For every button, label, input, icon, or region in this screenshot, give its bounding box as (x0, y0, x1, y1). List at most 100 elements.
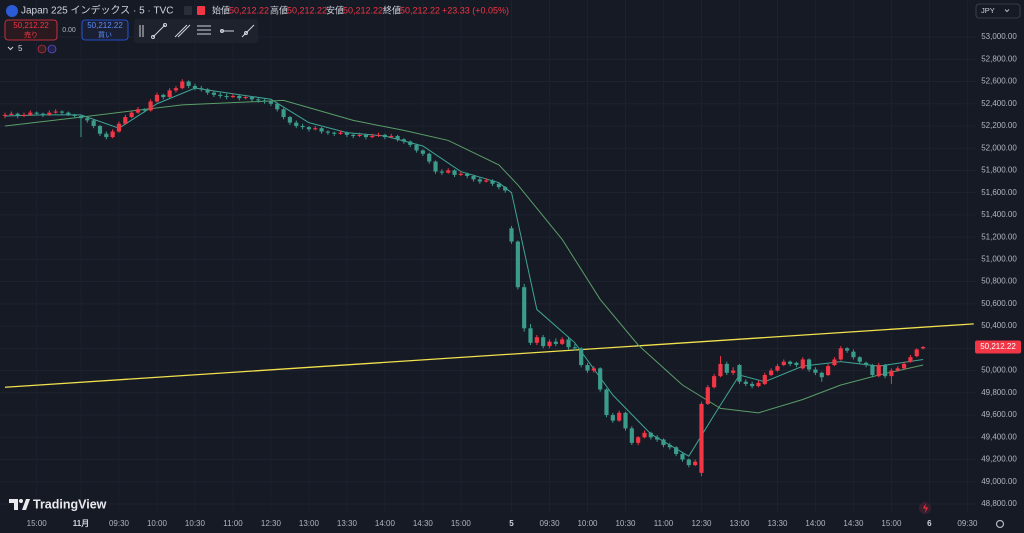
candle-body (775, 366, 780, 371)
candle-body (901, 363, 907, 369)
candle-body (148, 101, 153, 111)
indicator-icon[interactable] (47, 44, 57, 54)
candle-body (205, 89, 210, 93)
candle-body (357, 134, 362, 136)
candle-body (129, 112, 134, 118)
sell-label: 売り (24, 30, 38, 39)
x-tick-label: 15:00 (451, 519, 472, 528)
candle-body (484, 180, 489, 182)
brand-logo (9, 499, 30, 510)
x-tick-label: 09:30 (540, 519, 561, 528)
candle-body (167, 90, 172, 98)
candle-body (781, 361, 786, 366)
candle-body (237, 95, 242, 99)
y-tick-label: 49,200.00 (981, 455, 1017, 464)
candle-body (718, 363, 723, 377)
plot (0, 0, 975, 513)
buy-button[interactable] (81, 19, 129, 41)
candle-body (104, 133, 109, 138)
spread: 0.00 (62, 27, 76, 34)
y-tick-label: 48,800.00 (981, 499, 1017, 508)
y-tick-label: 51,600.00 (981, 188, 1017, 197)
sell-button[interactable] (4, 19, 58, 41)
candle-body (262, 100, 267, 102)
candle-body (908, 357, 913, 362)
candle-body (522, 287, 527, 329)
icon (184, 6, 192, 15)
x-tick-label: 14:00 (375, 519, 396, 528)
ohlc-label: 高値 (270, 4, 288, 15)
moving-average (4, 87, 924, 457)
moving-average (4, 99, 924, 414)
candle-body (490, 180, 495, 184)
candle-body (883, 365, 888, 377)
x-tick-label: 10:30 (185, 519, 206, 528)
candle-body (123, 117, 128, 124)
candle-body (161, 94, 166, 98)
symbol-icon (6, 5, 18, 17)
brand: TradingView (33, 497, 107, 511)
candle-body (281, 109, 286, 118)
candle-body (363, 134, 368, 138)
candle-body (34, 112, 39, 114)
candle-body (306, 127, 312, 130)
candle-body (857, 357, 862, 362)
candle-body (579, 348, 584, 366)
x-tick-label: 13:30 (767, 519, 788, 528)
candle-body (813, 369, 818, 373)
x-tick-label: 11:00 (223, 519, 243, 528)
candle-body (28, 112, 33, 115)
x-tick-label: 15:00 (881, 519, 902, 528)
candle-body (439, 171, 444, 173)
candle-body (59, 111, 65, 113)
collapse-icon[interactable] (7, 46, 14, 51)
candle-body (218, 94, 223, 96)
candle-body (15, 113, 20, 116)
candle-body (845, 348, 850, 351)
x-tick-label: 14:30 (843, 519, 864, 528)
x-tick-label: 14:00 (805, 519, 826, 528)
currency-button[interactable] (975, 3, 1021, 19)
candle-body (541, 337, 546, 347)
x-tick-label: 15:00 (27, 519, 48, 528)
candle-body (737, 365, 742, 382)
ohlc-value: 50,212.22 (287, 5, 327, 15)
candle-body (395, 135, 400, 140)
candle-body (351, 134, 356, 136)
candle-body (648, 432, 653, 438)
candle-body (268, 101, 274, 104)
icon[interactable] (197, 6, 205, 15)
settings-icon[interactable] (995, 519, 1005, 529)
x-tick-label: 13:00 (729, 519, 750, 528)
y-tick-label: 52,400.00 (981, 99, 1017, 108)
candle-body (376, 134, 381, 136)
candle-body (534, 337, 539, 343)
candle-body (401, 139, 406, 142)
candle-body (667, 445, 672, 448)
y-tick-label: 50,400.00 (981, 321, 1017, 330)
indicator-icon[interactable] (37, 44, 47, 54)
candle-body (173, 88, 179, 91)
ohlc-value: 50,212.22 (400, 5, 440, 15)
candle-body (553, 341, 558, 344)
candle-body (731, 370, 736, 373)
candle-body (458, 173, 463, 175)
candle-body (477, 179, 482, 182)
candle-body (427, 153, 432, 162)
y-tick-label: 51,400.00 (981, 210, 1017, 219)
candle-body (807, 359, 812, 370)
candle-body (300, 125, 305, 128)
candle-body (433, 161, 438, 172)
candle-body (408, 141, 413, 145)
toolbar-icons[interactable] (139, 23, 255, 39)
candle-body (287, 117, 293, 123)
last-price-tag (975, 340, 1021, 354)
x-tick-label: 14:30 (413, 519, 434, 528)
candle-body (389, 135, 394, 138)
candle-body (503, 187, 508, 191)
candle-body (914, 349, 919, 357)
y-tick-label: 52,800.00 (981, 54, 1017, 63)
candle-body (889, 370, 894, 377)
candle-body (826, 366, 831, 376)
candle-body (832, 359, 837, 366)
